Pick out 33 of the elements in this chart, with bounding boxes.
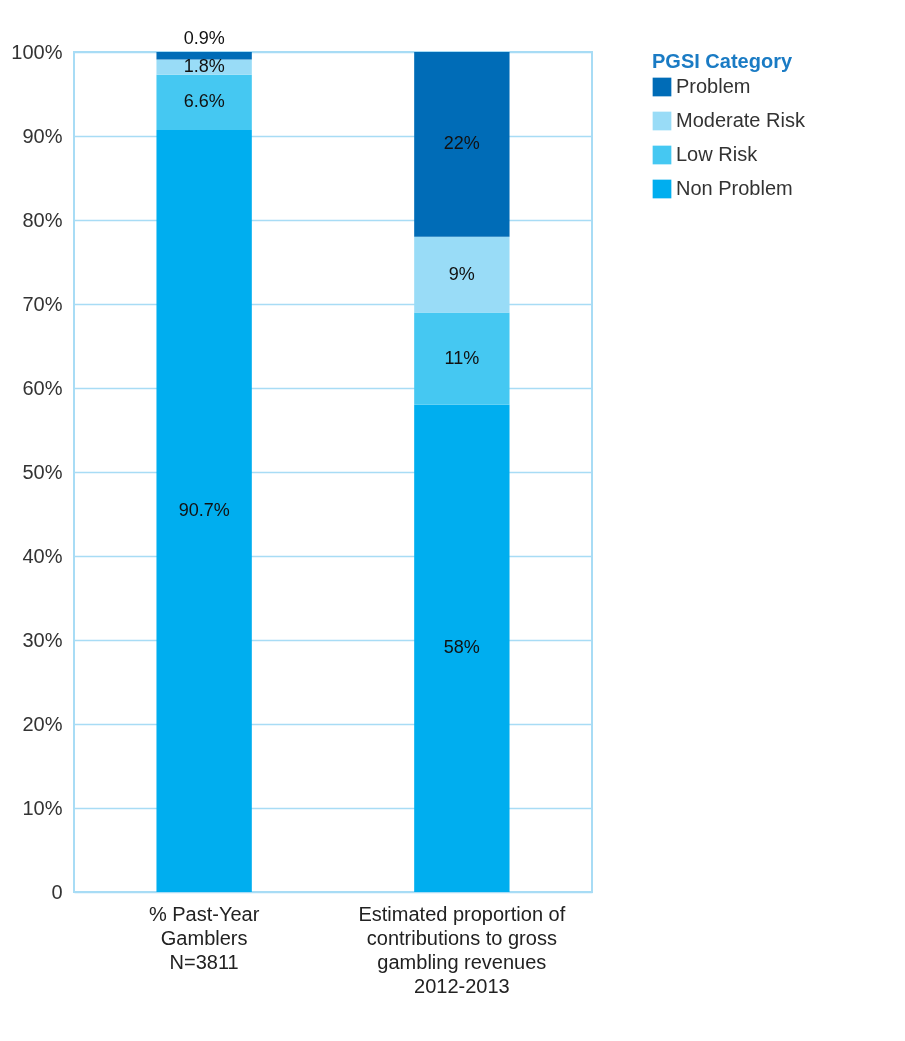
legend-label: Non Problem: [676, 177, 793, 199]
bar: [156, 130, 252, 892]
legend-label: Low Risk: [676, 143, 759, 165]
bar: [414, 312, 510, 405]
bar: [414, 404, 510, 892]
y-tick-label: 60%: [22, 376, 63, 399]
bar: [414, 236, 510, 313]
bar: [156, 52, 252, 60]
data-label: 90.7%: [178, 500, 230, 521]
data-label: 6.6%: [183, 91, 225, 112]
y-tick-label: 20%: [22, 712, 63, 735]
y-tick-label: 80%: [22, 208, 63, 231]
legend-title: PGSI Category: [652, 50, 793, 72]
y-tick-label: 50%: [22, 460, 63, 483]
data-label: 1.8%: [183, 56, 225, 77]
y-tick-label: 40%: [22, 544, 63, 567]
y-tick-label: 100%: [11, 40, 63, 63]
bar: [414, 52, 510, 237]
y-tick-label: 70%: [22, 292, 63, 315]
x-tick-label: % Past-Year Gamblers N=3811: [148, 902, 260, 973]
legend-label: Problem: [676, 75, 751, 97]
x-tick-label: Estimated proportion of contributions to gross gambling revenues 2012-2013: [358, 902, 566, 997]
data-label: 11%: [444, 347, 480, 368]
data-label: 58%: [443, 637, 480, 658]
bar: [156, 74, 252, 131]
data-label: 22%: [443, 133, 480, 154]
legend-label: Moderate Risk: [676, 109, 806, 131]
y-tick-label: 0: [51, 880, 63, 903]
data-label: 0.9%: [183, 28, 225, 48]
y-tick-label: 30%: [22, 628, 63, 651]
data-label: 9%: [448, 263, 475, 284]
y-tick-label: 10%: [22, 796, 63, 819]
y-tick-label: 90%: [22, 124, 63, 147]
